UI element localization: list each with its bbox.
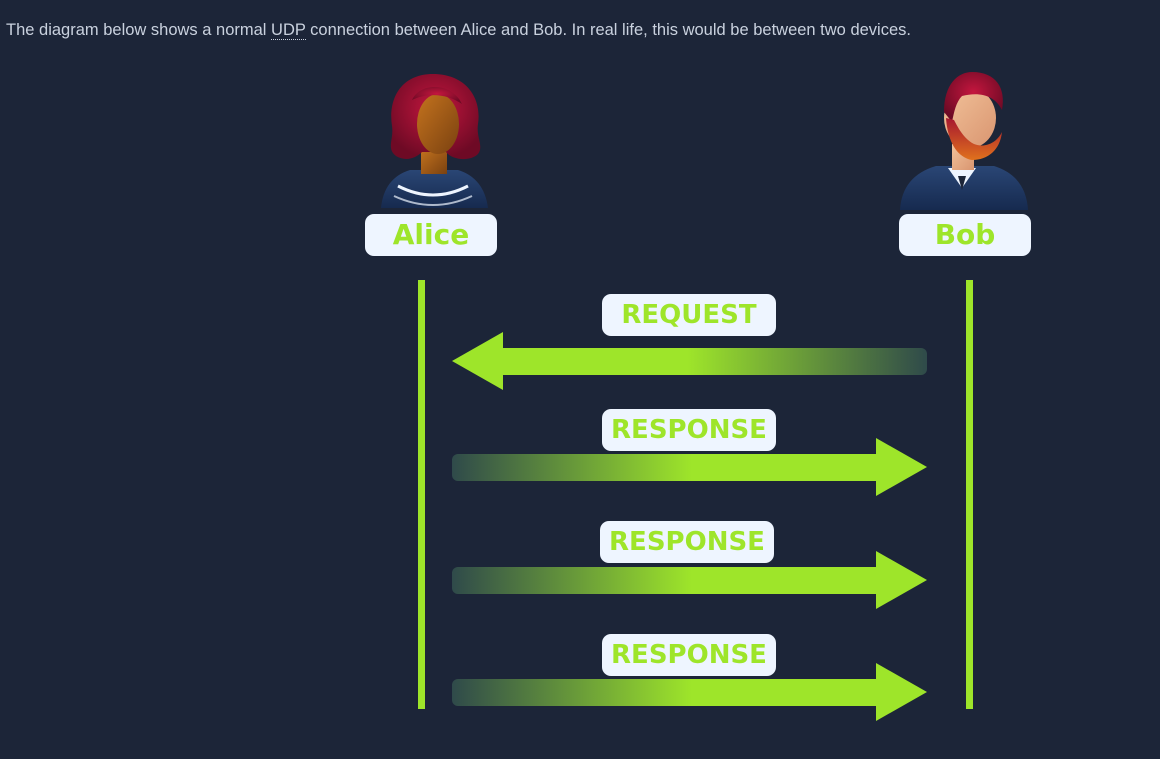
alice-lifeline <box>418 280 425 709</box>
intro-text: The diagram below shows a normal UDP con… <box>6 18 1156 42</box>
intro-after: connection between Alice and Bob. In rea… <box>305 21 911 39</box>
response-label: RESPONSE <box>602 634 776 676</box>
bob-label: Bob <box>899 214 1031 256</box>
woman-avatar-icon <box>381 74 488 208</box>
bob-lifeline <box>966 280 973 709</box>
bearded-man-avatar-icon <box>900 72 1028 210</box>
udp-abbreviation[interactable]: UDP <box>271 21 306 40</box>
response-label: RESPONSE <box>600 521 774 563</box>
response-arrow <box>452 663 927 721</box>
request-label: REQUEST <box>602 294 776 336</box>
response-arrow <box>452 438 927 496</box>
intro-before: The diagram below shows a normal <box>6 21 272 39</box>
response-arrow <box>452 551 927 609</box>
alice-label: Alice <box>365 214 497 256</box>
request-arrow <box>452 332 927 390</box>
response-label: RESPONSE <box>602 409 776 451</box>
